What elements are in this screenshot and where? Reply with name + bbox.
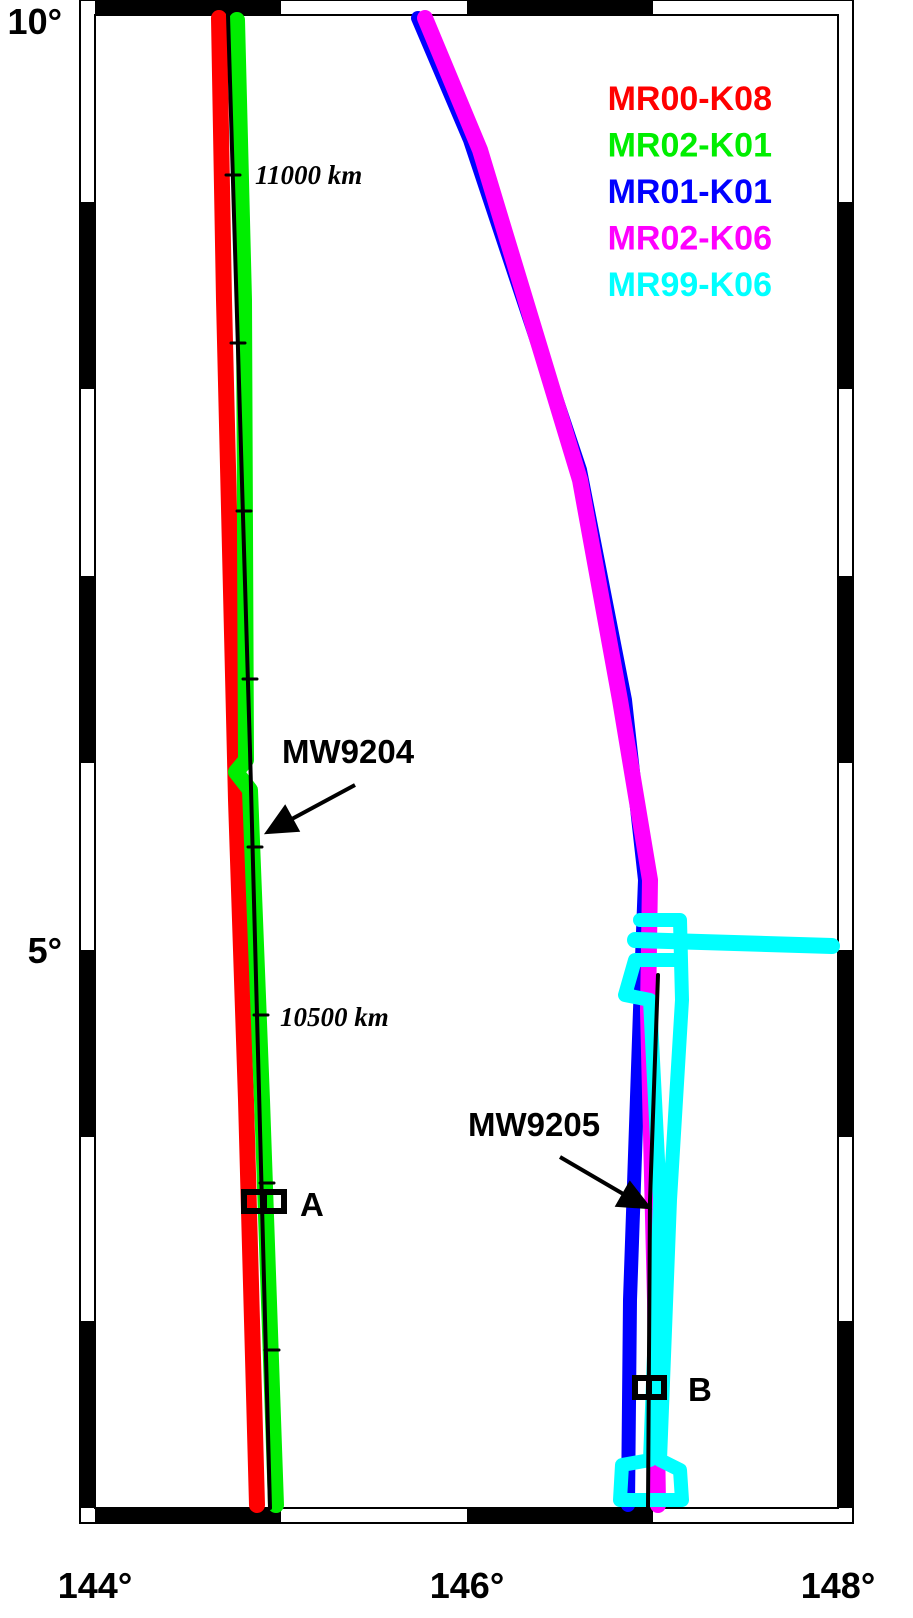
distance-label: 10500 km	[280, 1002, 389, 1032]
legend-entry: MR01-K01	[608, 173, 772, 211]
ship-tracks	[211, 10, 840, 1513]
legend-entry: MR02-K01	[608, 127, 772, 165]
lon-label: 146°	[430, 1565, 504, 1606]
legend-entry: MR02-K06	[608, 220, 772, 258]
legend: MR00-K08 MR02-K01 MR01-K01 MR02-K06 MR99-K06	[608, 80, 772, 304]
lon-label: 144°	[58, 1565, 132, 1606]
lat-label: 5°	[28, 930, 62, 971]
arrows	[263, 783, 653, 1210]
site-label: A	[300, 1186, 324, 1223]
mooring-label: MW9205	[468, 1106, 600, 1143]
lon-label: 148°	[801, 1565, 875, 1606]
site-label: B	[688, 1371, 712, 1408]
distance-label: 11000 km	[255, 160, 362, 190]
lat-label: 10°	[8, 1, 62, 42]
mooring-label: MW9204	[282, 733, 415, 770]
legend-entry: MR99-K06	[608, 266, 772, 304]
legend-entry: MR00-K08	[608, 80, 772, 118]
sites	[241, 1189, 667, 1400]
